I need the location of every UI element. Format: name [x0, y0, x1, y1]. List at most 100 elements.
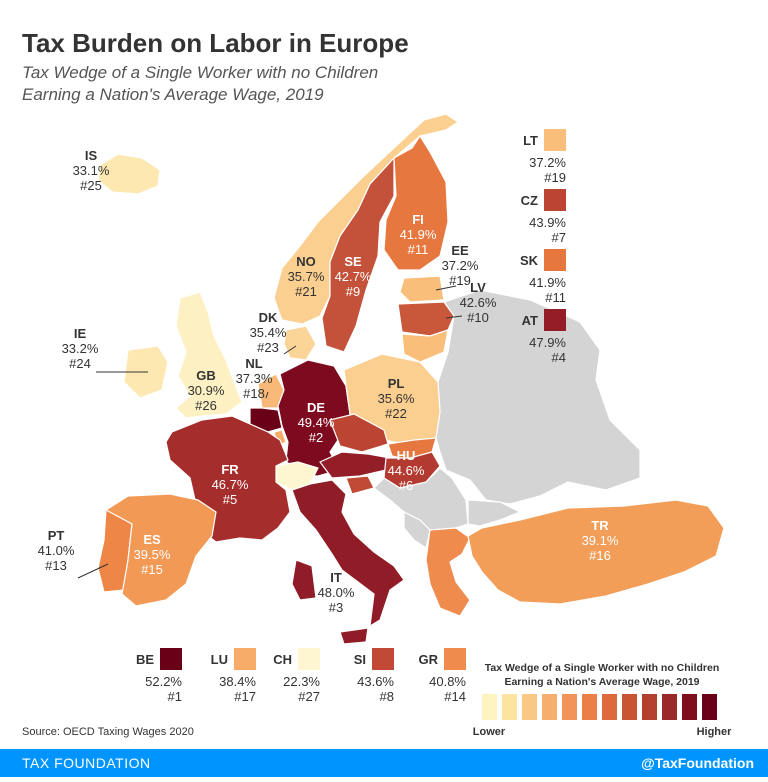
country-it[interactable]	[291, 479, 405, 645]
country-code-label: SE	[344, 254, 362, 269]
leader-line	[445, 315, 463, 319]
key-value-label: 22.3%	[283, 674, 320, 689]
leader-line	[77, 563, 109, 579]
legend-scale-swatch	[602, 694, 617, 720]
country-es[interactable]	[104, 493, 217, 607]
key-code-label: CZ	[521, 193, 538, 208]
country-rank-label: #23	[257, 340, 279, 355]
key-rank-label: #19	[544, 170, 566, 185]
key-value-label: 40.8%	[429, 674, 466, 689]
legend-scale-swatch	[522, 694, 537, 720]
swatch-ch	[298, 648, 320, 670]
country-value-label: 39.5%	[134, 547, 171, 562]
country-gr[interactable]	[425, 527, 471, 617]
country-value-label: 42.7%	[335, 269, 372, 284]
key-value-label: 47.9%	[529, 335, 566, 350]
legend-scale-swatch	[482, 694, 497, 720]
country-rank-label: #16	[589, 548, 611, 563]
country-code-label: FI	[412, 212, 424, 227]
footer-brand: TAX FOUNDATION	[22, 755, 151, 771]
country-code-label: LV	[470, 280, 486, 295]
country-value-label: 35.7%	[288, 269, 325, 284]
key-code-label: BE	[136, 652, 154, 667]
country-value-label: 49.4%	[298, 415, 335, 430]
country-rank-label: #15	[141, 562, 163, 577]
country-tr[interactable]	[467, 499, 725, 605]
country-lt[interactable]	[401, 329, 449, 363]
page-title: Tax Burden on Labor in Europe	[22, 28, 409, 58]
country-rank-label: #22	[385, 406, 407, 421]
country-rank-label: #11	[408, 242, 429, 257]
country-code-label: GB	[196, 368, 216, 383]
country-hu[interactable]	[383, 451, 441, 489]
country-code-label: FR	[221, 462, 239, 477]
key-rank-label: #27	[298, 689, 320, 704]
leader-line	[435, 285, 457, 291]
swatch-si	[372, 648, 394, 670]
country-code-label: DE	[307, 400, 325, 415]
legend-scale-swatch	[642, 694, 657, 720]
leader-line	[265, 391, 269, 399]
key-rank-label: #11	[545, 290, 566, 305]
key-rank-label: #1	[168, 689, 182, 704]
country-value-label: 33.2%	[62, 341, 99, 356]
key-rank-label: #4	[552, 350, 566, 365]
key-code-label: AT	[522, 313, 538, 328]
country-value-label: 46.7%	[212, 477, 249, 492]
country-rank-label: #25	[80, 178, 102, 193]
source-note: Source: OECD Taxing Wages 2020	[22, 726, 194, 738]
legend-scale-swatch	[582, 694, 597, 720]
key-rank-label: #14	[444, 689, 466, 704]
footer-bar: TAX FOUNDATION @TaxFoundation	[0, 749, 768, 777]
key-value-label: 52.2%	[145, 674, 182, 689]
country-code-label: ES	[143, 532, 161, 547]
key-rank-label: #8	[380, 689, 394, 704]
country-code-label: EE	[451, 243, 469, 258]
footer-handle: @TaxFoundation	[641, 755, 754, 771]
country-value-label: 44.6%	[388, 463, 425, 478]
swatch-lu	[234, 648, 256, 670]
country-code-label: DK	[259, 310, 278, 325]
key-rank-label: #7	[552, 230, 566, 245]
country-code-label: PT	[48, 528, 65, 543]
country-code-label: NO	[296, 254, 316, 269]
country-rank-label: #21	[295, 284, 317, 299]
legend-scale-swatch	[682, 694, 697, 720]
country-code-label: IE	[74, 326, 87, 341]
country-dk[interactable]	[283, 325, 317, 361]
key-code-label: CH	[273, 652, 292, 667]
legend-scale-swatch	[622, 694, 637, 720]
country-gb[interactable]	[175, 291, 243, 419]
legend-scale-swatch	[702, 694, 717, 720]
key-code-label: LU	[211, 652, 228, 667]
country-rank-label: #19	[449, 273, 471, 288]
country-code-label: NL	[245, 356, 262, 371]
key-code-label: GR	[419, 652, 439, 667]
country-rank-label: #9	[346, 284, 360, 299]
swatch-gr	[444, 648, 466, 670]
country-value-label: 37.2%	[442, 258, 479, 273]
key-code-label: SI	[354, 652, 366, 667]
country-se[interactable]	[321, 156, 395, 353]
legend-title-line-2: Earning a Nation's Average Wage, 2019	[504, 676, 699, 688]
country-si[interactable]	[345, 475, 375, 495]
legend-scale-swatch	[562, 694, 577, 720]
swatch-lt	[544, 129, 566, 151]
country-fi[interactable]	[383, 134, 449, 271]
legend-scale-swatch	[662, 694, 677, 720]
country-value-label: 30.9%	[188, 383, 225, 398]
key-value-label: 37.2%	[529, 155, 566, 170]
country-rank-label: #6	[399, 478, 413, 493]
country-value-label: 37.3%	[236, 371, 273, 386]
leader-line	[283, 345, 297, 355]
no-data-region	[403, 511, 431, 549]
subtitle-line-1: Tax Wedge of a Single Worker with no Chi…	[22, 63, 379, 82]
subtitle-line-2: Earning a Nation's Average Wage, 2019	[22, 85, 324, 104]
country-rank-label: #13	[45, 558, 67, 573]
country-code-label: PL	[388, 376, 405, 391]
country-is[interactable]	[97, 153, 161, 195]
country-ee[interactable]	[399, 275, 445, 303]
swatch-cz	[544, 189, 566, 211]
